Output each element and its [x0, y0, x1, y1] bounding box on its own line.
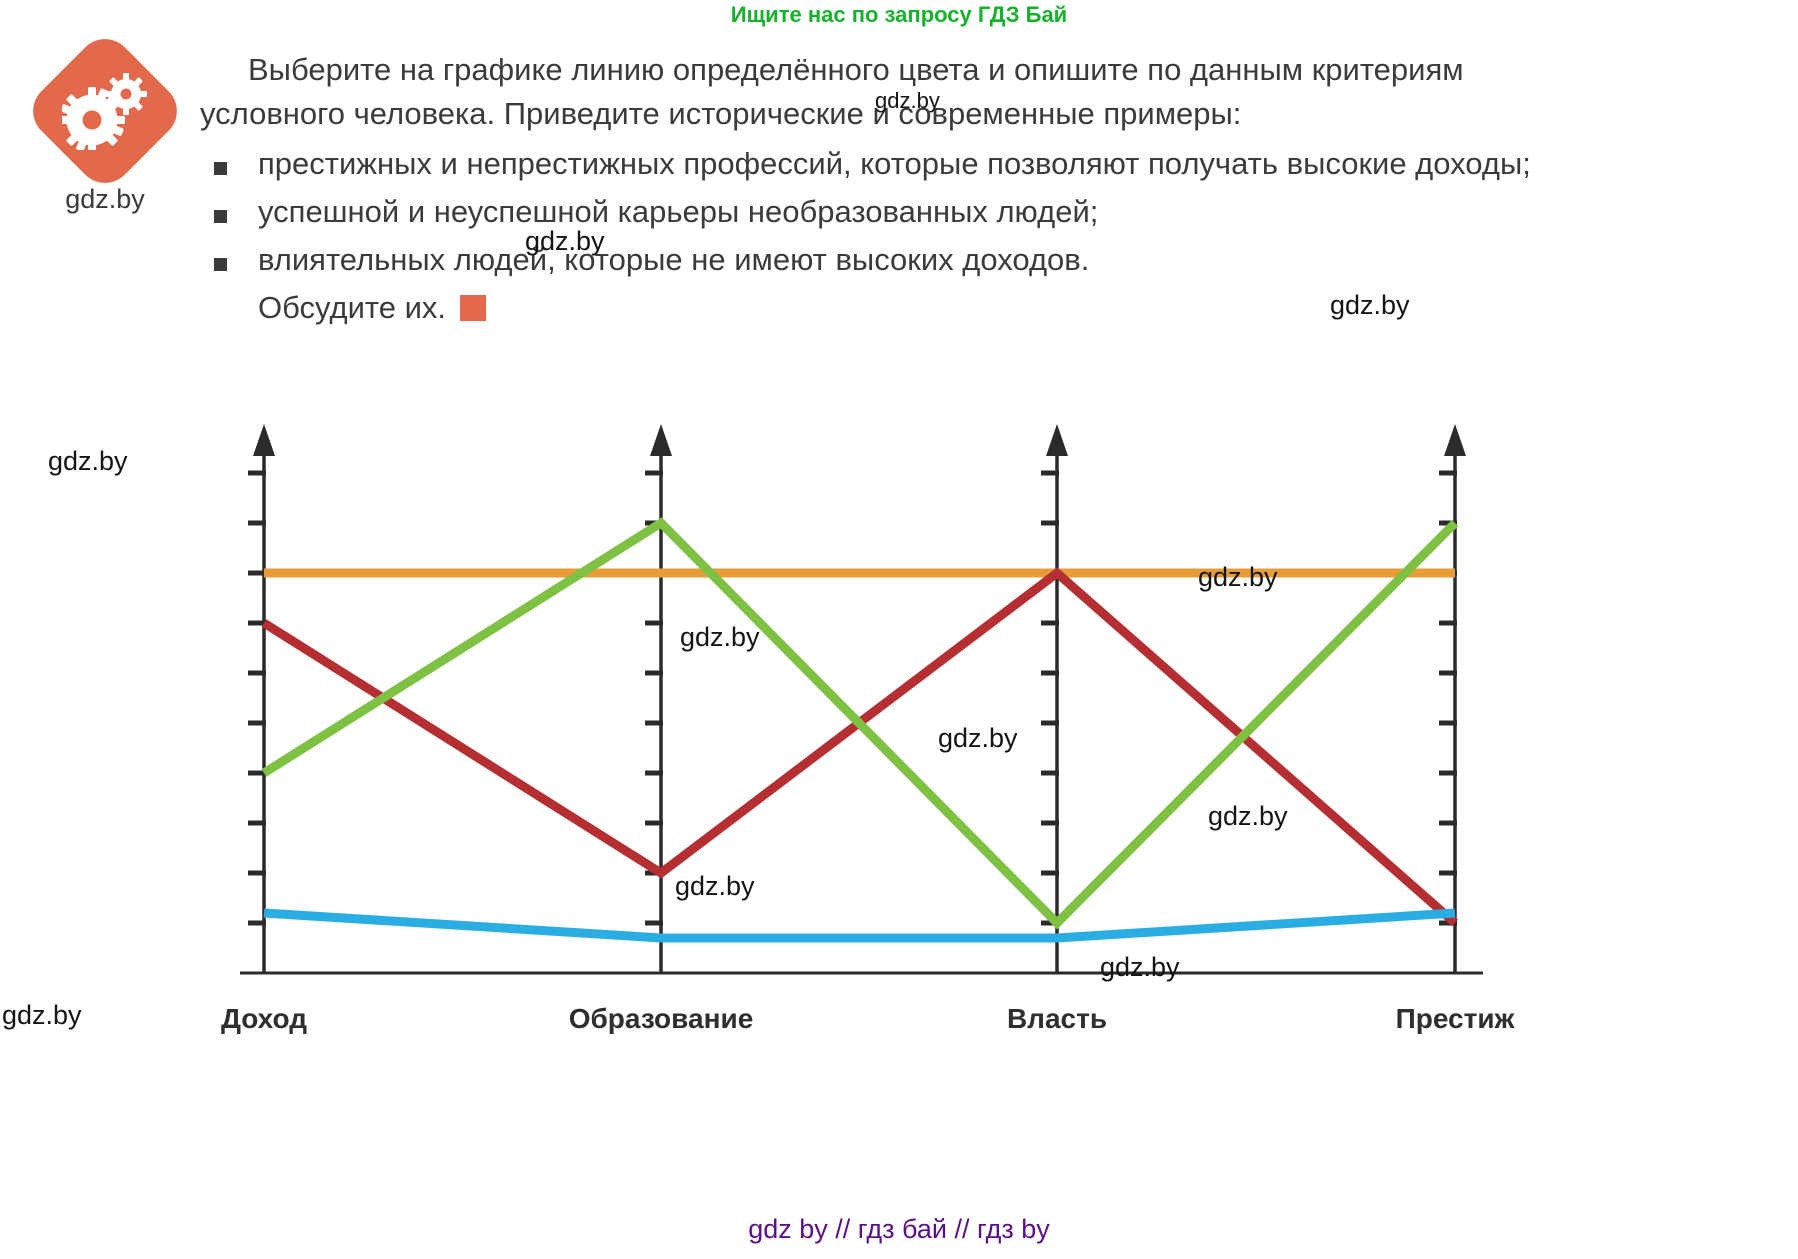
watermark-9: gdz.by: [675, 871, 755, 901]
task-text-block: Выберите на графике линию определённого …: [200, 48, 1600, 330]
watermark-1: gdz.by: [875, 88, 940, 113]
watermark-10: gdz.by: [1100, 952, 1180, 982]
x-axis-label-3: Власть: [1006, 1003, 1108, 1034]
watermark-8: gdz.by: [1208, 801, 1288, 831]
x-axis-label-2: Образование: [568, 1003, 754, 1034]
discuss-line: Обсудите их.: [200, 286, 1600, 330]
chart-axis-3: [1041, 424, 1068, 973]
watermark-6: gdz.by: [1198, 562, 1278, 592]
x-axis-label-1: Доход: [220, 1003, 308, 1034]
site-footer: gdz by // гдз бай // гдз by: [748, 1214, 1050, 1244]
list-item: престижных и непрестижных профессий, кот…: [200, 142, 1600, 186]
chart-axis-2: [645, 424, 672, 973]
chart-line-blue-line: [263, 908, 1456, 943]
chart-axes: [240, 424, 1483, 975]
watermark-3: gdz.by: [1330, 290, 1410, 320]
gears-icon: [46, 52, 164, 170]
x-axis-label-4: Престиж: [1395, 1003, 1515, 1034]
logo-label: gdz.by: [65, 184, 145, 214]
task-bullet-list: престижных и непрестижных профессий, кот…: [200, 142, 1600, 282]
watermark-4: gdz.by: [48, 446, 128, 476]
criteria-line-chart: [0, 408, 1798, 1108]
list-item: успешной и неуспешной карьеры необразова…: [200, 190, 1600, 234]
discuss-label: Обсудите их.: [258, 290, 447, 326]
discuss-marker-icon: [460, 295, 487, 322]
chart-series: [261, 517, 1459, 943]
chart-axis-4: [1439, 424, 1466, 973]
site-logo[interactable]: gdz.by: [10, 27, 200, 215]
watermark-5: gdz.by: [680, 622, 760, 652]
chart-axis-1: [248, 424, 275, 973]
chart-svg: [240, 424, 1483, 975]
list-item: влиятельных людей, которые не имеют высо…: [200, 238, 1600, 282]
watermark-11: gdz.by: [2, 1000, 82, 1030]
logo-diamond-shape: [21, 27, 189, 195]
task-paragraph: Выберите на графике линию определённого …: [200, 52, 1464, 132]
chart-line-green-line: [261, 517, 1459, 930]
chart-line-red-line: [261, 567, 1458, 927]
watermark-7: gdz.by: [938, 723, 1018, 753]
site-banner: Ищите нас по запросу ГДЗ Бай: [730, 2, 1068, 27]
watermark-2: gdz.by: [525, 226, 605, 256]
